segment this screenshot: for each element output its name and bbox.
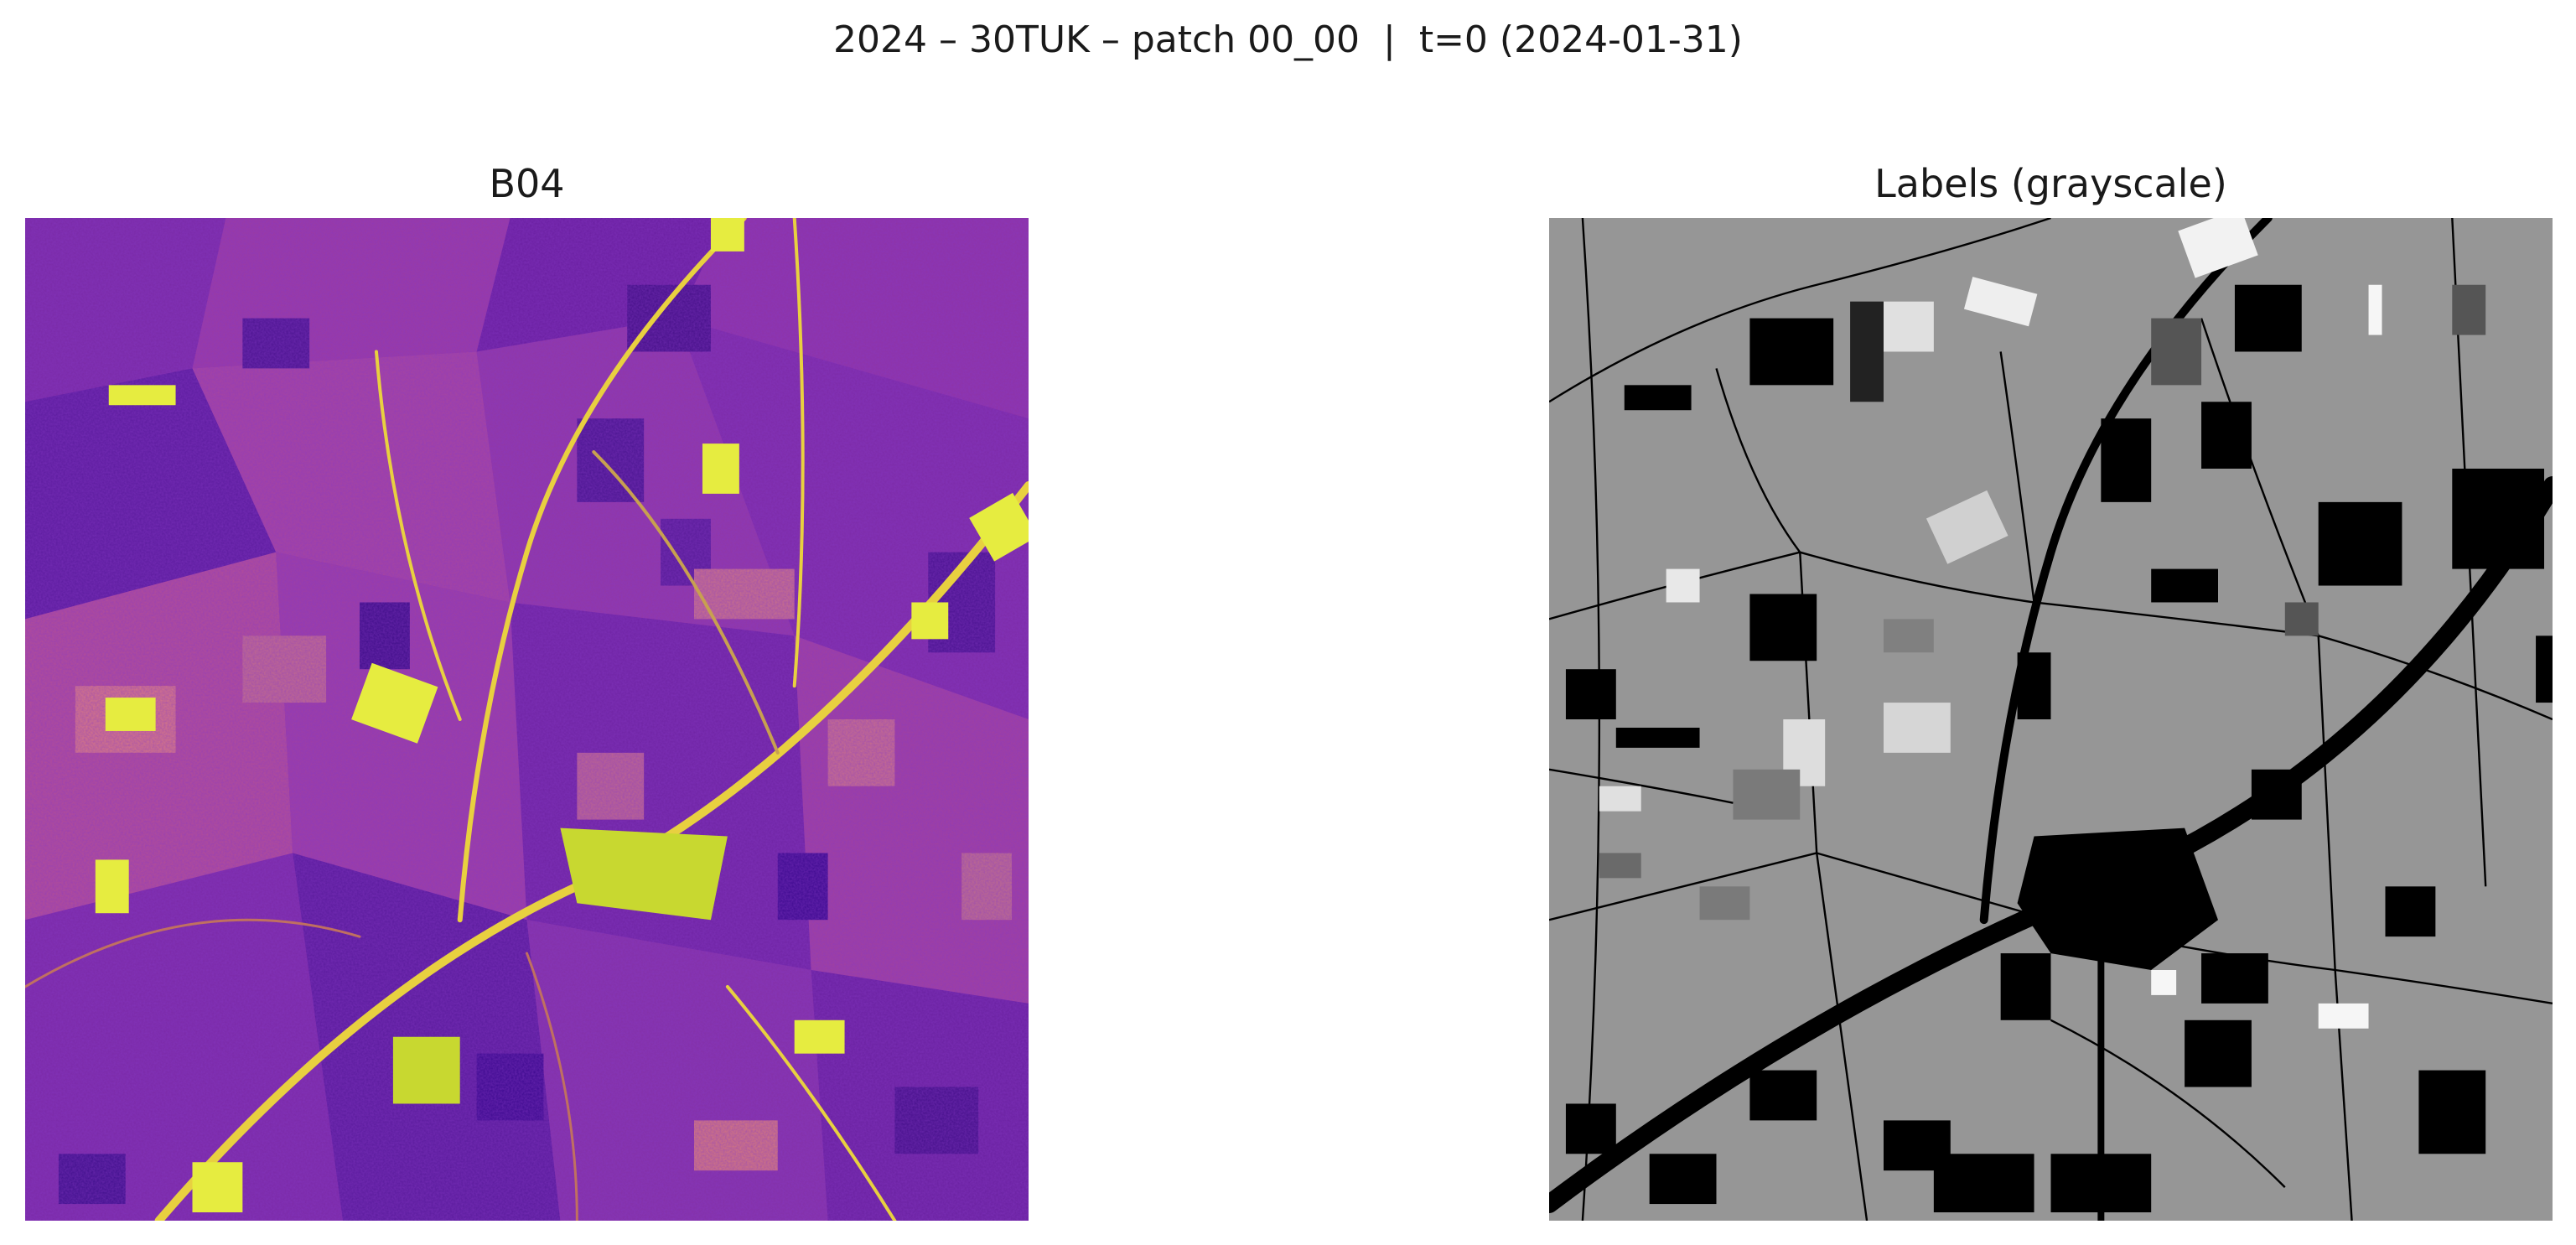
labels-image-svg bbox=[1549, 218, 2553, 1221]
labels-grayscale-image bbox=[1549, 218, 2553, 1221]
labels-gray-parcels bbox=[1599, 218, 2486, 1029]
labels-black-parcels bbox=[1565, 284, 2553, 1213]
figure-suptitle: 2024 – 30TUK – patch 00_00 | t=0 (2024-0… bbox=[833, 18, 1743, 61]
b04-band-image bbox=[25, 218, 1029, 1221]
b04-image-svg bbox=[25, 218, 1029, 1221]
b04-bright-patches bbox=[95, 218, 1029, 1213]
panel-title-labels: Labels (grayscale) bbox=[1874, 161, 2227, 206]
panel-title-b04: B04 bbox=[489, 161, 565, 206]
b04-texture bbox=[25, 218, 1029, 1221]
